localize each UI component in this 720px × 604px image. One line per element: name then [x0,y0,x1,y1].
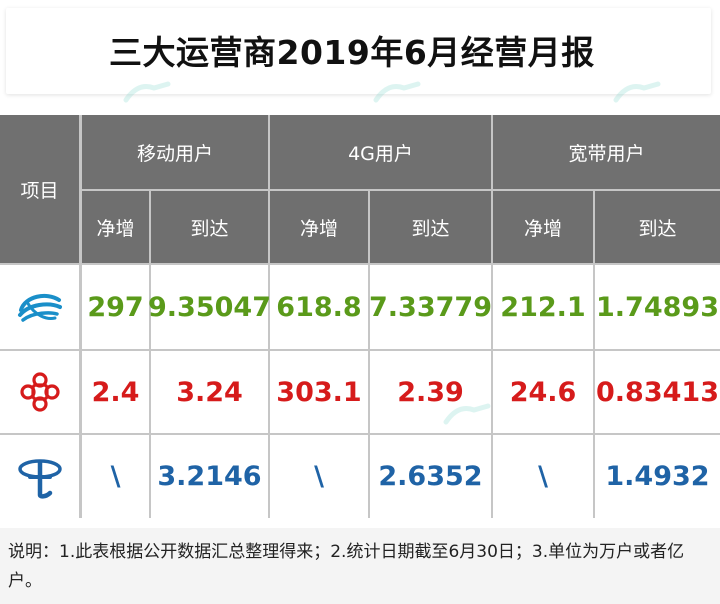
china-mobile-logo-icon [17,293,62,322]
mobile-total-header: 到达 [151,191,268,263]
value-cell: 7.33779 [369,265,492,349]
report-title: 三大运营商2019年6月经营月报 [109,33,595,72]
value-cell: 3.2146 [151,435,268,518]
value-cell: 9.35047 [148,265,271,349]
value-cell: 1.4932 [595,435,720,518]
value-cell: 3.24 [151,351,268,433]
broadband-users-header: 宽带用户 [493,115,720,189]
footer [0,528,720,604]
4g-users-header: 4G用户 [270,115,491,189]
title-card: 三大运营商2019年6月经营月报 [6,8,711,94]
value-cell: 618.8 [270,265,368,349]
report-table: 项目 移动用户 4G用户 宽带用户 净增 到达 净增 到达 净增 到达 297 … [0,115,720,518]
broadband-net-add-header: 净增 [493,191,593,263]
china-telecom-logo-cell [0,435,79,518]
china-unicom-logo-cell [0,351,79,433]
value-cell: 303.1 [270,351,368,433]
china-mobile-logo-cell [0,265,79,349]
value-cell: 1.74893 [595,265,720,349]
value-cell: \ [270,435,368,518]
item-header: 项目 [0,115,79,263]
value-cell: \ [82,435,149,518]
4g-net-add-header: 净增 [270,191,368,263]
mobile-net-add-header: 净增 [82,191,149,263]
footnote: 说明：1.此表根据公开数据汇总整理得来；2.统计日期截至6月30日；3.单位为万… [8,542,685,591]
value-cell: 2.6352 [370,435,491,518]
value-cell: 297 [82,265,149,349]
value-cell: 24.6 [493,351,593,433]
china-telecom-logo-icon [17,458,62,499]
value-cell: 2.4 [82,351,149,433]
value-cell: 0.83413 [595,351,720,433]
broadband-total-header: 到达 [595,191,720,263]
china-unicom-logo-icon [19,372,60,412]
value-cell: 212.1 [493,265,593,349]
value-cell: \ [493,435,593,518]
4g-total-header: 到达 [370,191,491,263]
mobile-users-header: 移动用户 [82,115,268,189]
value-cell: 2.39 [370,351,491,433]
